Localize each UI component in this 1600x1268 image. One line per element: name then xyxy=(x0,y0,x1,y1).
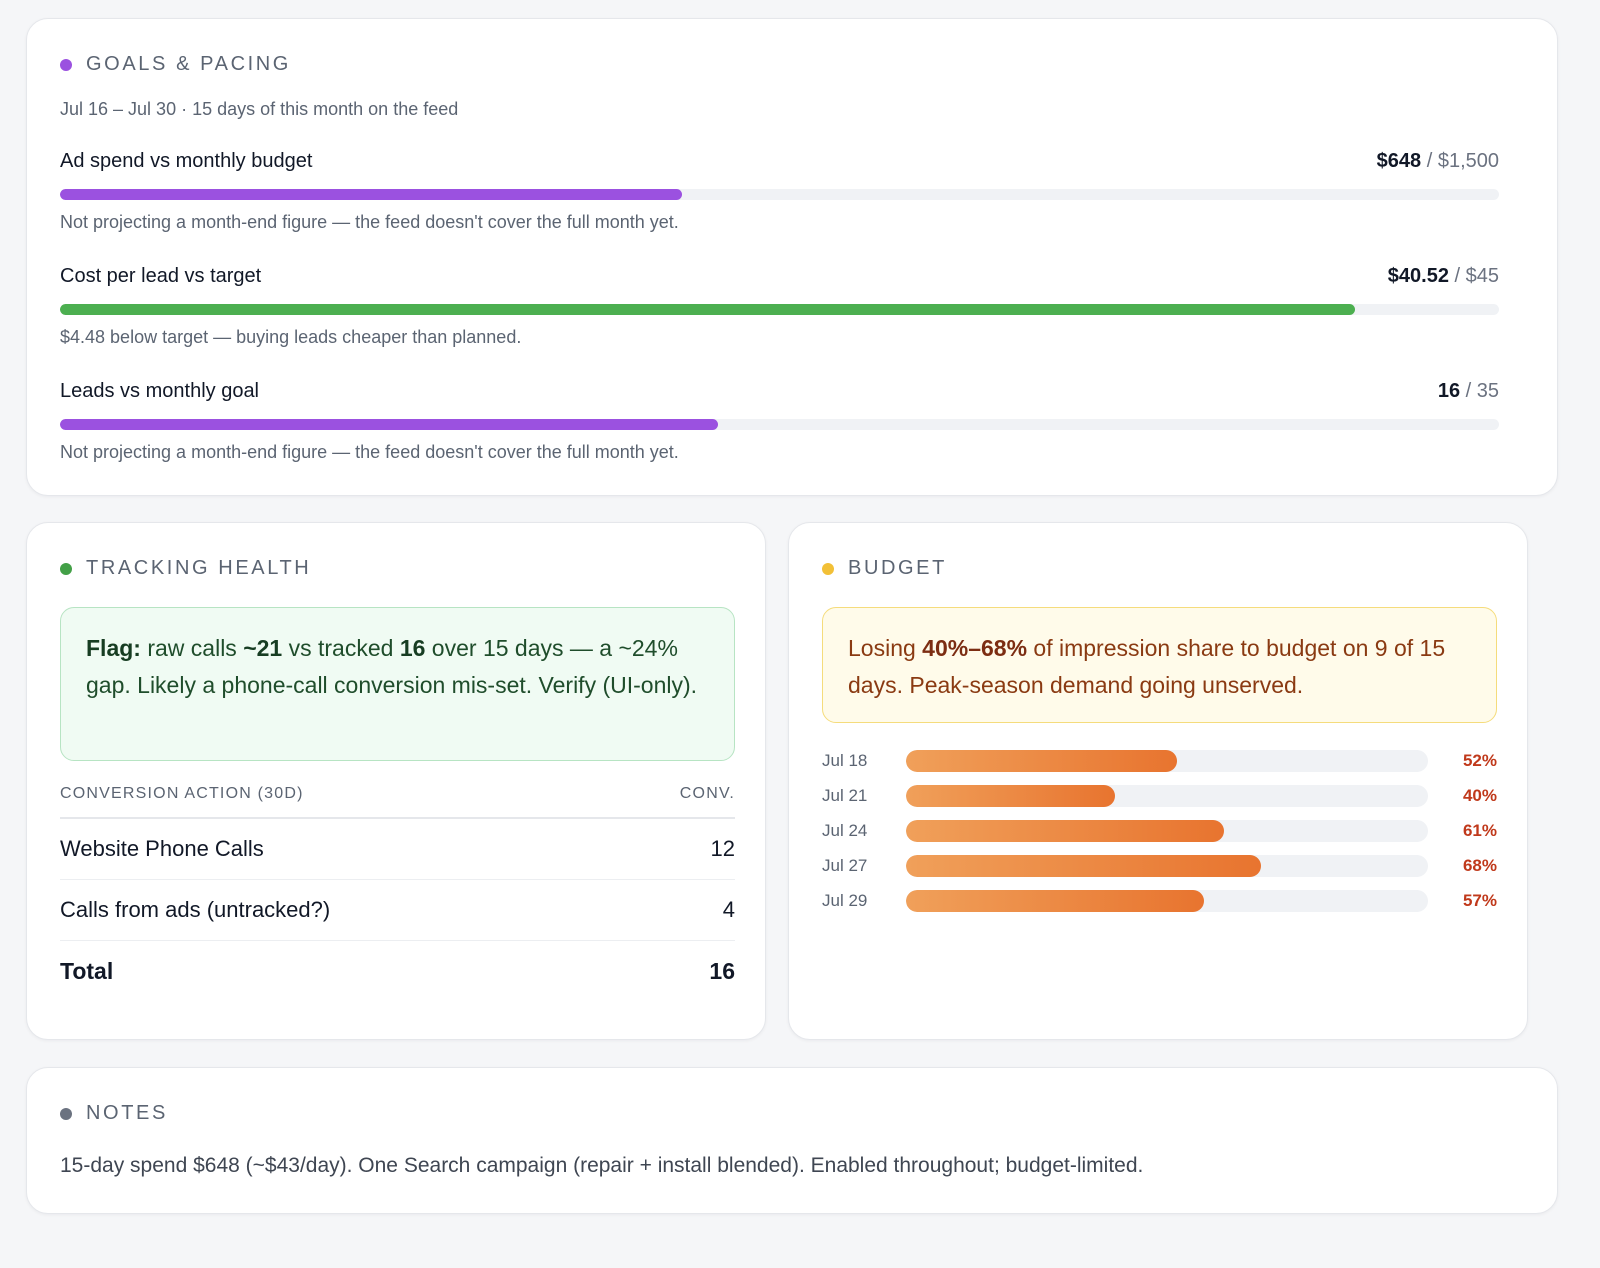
budget-dot-icon xyxy=(822,562,834,575)
metric-ad-spend: Ad spend vs monthly budget $648 / $1,500… xyxy=(60,150,1499,233)
notes-dot-icon xyxy=(60,1107,72,1120)
is-date: Jul 24 xyxy=(822,820,868,840)
metric-label: Cost per lead vs target xyxy=(60,265,262,287)
metric-cost-per-lead: Cost per lead vs target $40.52 / $45 $4.… xyxy=(60,265,1499,348)
budget-warning-callout: Losing 40%–68% of impression share to bu… xyxy=(822,607,1497,723)
conversion-action: Website Phone Calls xyxy=(60,836,264,861)
budget-title: BUDGET xyxy=(848,557,947,579)
flag-text: vs tracked xyxy=(282,635,400,661)
goals-subtitle: Jul 16 – Jul 30 · 15 days of this month … xyxy=(60,99,459,119)
conversion-action: Calls from ads (untracked?) xyxy=(60,897,331,922)
progress-fill xyxy=(60,189,682,200)
metric-separator: / xyxy=(1421,150,1438,172)
metric-separator: / xyxy=(1460,380,1477,402)
progress-track xyxy=(60,419,1499,430)
progress-fill xyxy=(60,419,718,430)
tracking-title: TRACKING HEALTH xyxy=(86,557,312,579)
is-bar-fill xyxy=(906,749,1178,772)
is-date: Jul 21 xyxy=(822,785,868,805)
flag-text: raw calls xyxy=(140,635,244,661)
is-date: Jul 27 xyxy=(822,855,868,875)
budget-header: BUDGET xyxy=(822,557,947,580)
metric-current: $648 xyxy=(1376,150,1422,172)
total-value: 16 xyxy=(709,958,735,984)
warning-text: Losing xyxy=(848,635,923,661)
is-bar-fill xyxy=(906,854,1261,877)
metric-target: 35 xyxy=(1476,380,1499,402)
is-bar-track xyxy=(906,889,1428,912)
metric-label: Ad spend vs monthly budget xyxy=(60,150,313,172)
metric-target: $45 xyxy=(1465,265,1499,287)
progress-track xyxy=(60,189,1499,200)
is-percent: 57% xyxy=(1462,890,1497,910)
tracking-health-card: TRACKING HEALTH Flag: raw calls ~21 vs t… xyxy=(26,522,766,1040)
list-item: Jul 29 57% xyxy=(822,883,1497,918)
metric-separator: / xyxy=(1448,265,1466,287)
notes-header: NOTES xyxy=(60,1102,168,1125)
warning-text: of impression share to budget on 9 of 15… xyxy=(848,635,1446,698)
metric-current: 16 xyxy=(1437,380,1461,402)
is-date: Jul 18 xyxy=(822,750,868,770)
is-bar-track xyxy=(906,784,1428,807)
progress-fill xyxy=(60,304,1356,315)
col-header-action: CONVERSION ACTION (30D) xyxy=(60,785,304,802)
is-bar-track xyxy=(906,819,1428,842)
table-row: Calls from ads (untracked?) 4 xyxy=(60,880,735,941)
is-percent: 52% xyxy=(1462,750,1497,770)
conversion-count: 4 xyxy=(722,897,735,922)
goals-title: GOALS & PACING xyxy=(86,53,291,75)
is-percent: 40% xyxy=(1462,785,1497,805)
is-bar-track xyxy=(906,854,1428,877)
tracking-dot-icon xyxy=(60,562,72,575)
flag-prefix: Flag: xyxy=(86,635,141,661)
conversion-count: 12 xyxy=(710,836,735,861)
goals-dot-icon xyxy=(60,58,72,71)
is-bar-track xyxy=(906,749,1428,772)
metric-value: 16 / 35 xyxy=(1438,380,1499,403)
metric-leads: Leads vs monthly goal 16 / 35 Not projec… xyxy=(60,380,1499,463)
flag-tracked-calls: 16 xyxy=(399,635,426,661)
notes-card: NOTES 15-day spend $648 (~$43/day). One … xyxy=(26,1067,1558,1214)
list-item: Jul 18 52% xyxy=(822,743,1497,778)
tracking-flag-callout: Flag: raw calls ~21 vs tracked 16 over 1… xyxy=(60,607,735,761)
warning-range: 40%–68% xyxy=(922,635,1028,661)
is-percent: 68% xyxy=(1462,855,1497,875)
is-bar-fill xyxy=(906,889,1204,912)
is-date: Jul 29 xyxy=(822,890,868,910)
table-total-row: Total 16 xyxy=(60,941,735,1002)
is-bar-fill xyxy=(906,819,1225,842)
metric-note: Not projecting a month-end figure — the … xyxy=(60,442,679,462)
notes-title: NOTES xyxy=(86,1102,168,1124)
notes-text: 15-day spend $648 (~$43/day). One Search… xyxy=(60,1154,1144,1177)
goals-header: GOALS & PACING xyxy=(60,53,291,76)
metric-current: $40.52 xyxy=(1387,265,1449,287)
conversion-table: CONVERSION ACTION (30D) CONV. Website Ph… xyxy=(60,785,735,1002)
metric-label: Leads vs monthly goal xyxy=(60,380,260,402)
is-percent: 61% xyxy=(1462,820,1497,840)
tracking-header: TRACKING HEALTH xyxy=(60,557,311,580)
conversion-table-header: CONVERSION ACTION (30D) CONV. xyxy=(60,785,735,819)
table-row: Website Phone Calls 12 xyxy=(60,819,735,880)
list-item: Jul 21 40% xyxy=(822,778,1497,813)
goals-pacing-card: GOALS & PACING Jul 16 – Jul 30 · 15 days… xyxy=(26,18,1558,496)
list-item: Jul 24 61% xyxy=(822,813,1497,848)
impression-share-lost-list: Jul 18 52% Jul 21 40% Jul 24 61% Jul 27 … xyxy=(822,743,1497,918)
metric-value: $40.52 / $45 xyxy=(1388,265,1499,288)
metric-note: $4.48 below target — buying leads cheape… xyxy=(60,327,522,347)
metric-target: $1,500 xyxy=(1437,150,1499,172)
budget-card: BUDGET Losing 40%–68% of impression shar… xyxy=(788,522,1528,1040)
total-label: Total xyxy=(60,958,114,984)
flag-raw-calls: ~21 xyxy=(243,635,283,661)
metric-value: $648 / $1,500 xyxy=(1377,150,1499,173)
col-header-conv: CONV. xyxy=(679,785,735,802)
is-bar-fill xyxy=(906,784,1115,807)
metric-note: Not projecting a month-end figure — the … xyxy=(60,212,679,232)
list-item: Jul 27 68% xyxy=(822,848,1497,883)
flag-text: over 15 days — a ~24% gap. Likely a phon… xyxy=(86,635,698,698)
progress-track xyxy=(60,304,1499,315)
